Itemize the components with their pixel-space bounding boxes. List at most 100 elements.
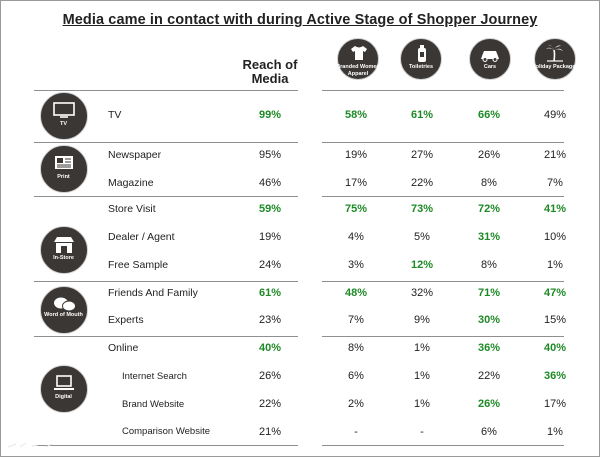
- divider: [34, 445, 298, 446]
- divider: [34, 196, 298, 197]
- reach-value: 26%: [258, 370, 282, 382]
- cell-value: 8%: [481, 177, 497, 189]
- reach-value: 59%: [258, 203, 282, 215]
- row-label-online: Online: [108, 342, 139, 354]
- column-label: Holiday Packages: [531, 64, 579, 70]
- cell-value: 27%: [410, 149, 434, 161]
- cell-value: 5%: [414, 231, 430, 243]
- row-label-dealer-agent: Dealer / Agent: [108, 231, 175, 243]
- reach-value: 40%: [258, 342, 282, 354]
- cell-value: 73%: [410, 203, 434, 215]
- cell-value: 22%: [477, 370, 501, 382]
- column-header-holiday-packages: Holiday Packages: [531, 36, 579, 90]
- group-label: Digital: [55, 394, 72, 400]
- column-header-toiletries: Toiletries: [397, 36, 445, 90]
- divider: [34, 90, 298, 91]
- reach-value: 19%: [258, 231, 282, 243]
- group-tv: TV: [40, 92, 88, 140]
- group-word-of-mouth: Word of Mouth: [40, 286, 88, 334]
- reach-value: 23%: [258, 314, 282, 326]
- column-label: Toiletries: [408, 64, 434, 70]
- cell-value: 15%: [543, 314, 567, 326]
- reach-value: 95%: [258, 149, 282, 161]
- footer-mark-icon: [7, 442, 53, 448]
- column-label: Branded Women Apparel: [336, 64, 380, 77]
- cell-value: 10%: [543, 231, 567, 243]
- row-label-magazine: Magazine: [108, 177, 154, 189]
- row-label-comparison-website: Comparison Website: [122, 426, 211, 437]
- reach-of-media-header: Reach of Media: [242, 57, 298, 86]
- cell-value: 3%: [348, 259, 364, 271]
- row-label-newspaper: Newspaper: [108, 149, 162, 161]
- cell-value: 26%: [477, 149, 501, 161]
- cell-value: 32%: [410, 287, 434, 299]
- cell-value: 4%: [348, 231, 364, 243]
- cell-value: 6%: [481, 426, 497, 438]
- divider: [322, 90, 564, 91]
- cell-value: 31%: [477, 231, 501, 243]
- cell-value: 1%: [547, 259, 563, 271]
- cell-value: 7%: [547, 177, 563, 189]
- speech-bubbles-icon: [54, 297, 76, 312]
- divider: [322, 281, 564, 282]
- group-label: Word of Mouth: [44, 312, 83, 318]
- cell-value: 8%: [481, 259, 497, 271]
- newspaper-icon: [55, 156, 73, 169]
- group-label: In-Store: [53, 255, 74, 261]
- slide-title: Media came in contact with during Active…: [62, 12, 538, 28]
- cell-value: 6%: [348, 370, 364, 382]
- cell-value: 58%: [344, 109, 368, 121]
- cell-value: 49%: [543, 109, 567, 121]
- cell-value: 8%: [348, 342, 364, 354]
- reach-value: 21%: [258, 426, 282, 438]
- cell-value: 1%: [414, 370, 430, 382]
- row-label-internet-search: Internet Search: [122, 371, 187, 382]
- reach-value: 46%: [258, 177, 282, 189]
- cell-value: -: [420, 426, 424, 438]
- reach-value: 99%: [258, 109, 282, 121]
- reach-value: 24%: [258, 259, 282, 271]
- column-header-branded-women-apparel: Branded Women Apparel: [334, 36, 382, 90]
- palm-tree-icon: [534, 38, 576, 80]
- tshirt-icon: [337, 38, 379, 80]
- cell-value: 17%: [543, 398, 567, 410]
- cell-value: 75%: [344, 203, 368, 215]
- cell-value: 61%: [410, 109, 434, 121]
- divider: [322, 445, 564, 446]
- cell-value: 40%: [543, 342, 567, 354]
- reach-value: 61%: [258, 287, 282, 299]
- reach-value: 22%: [258, 398, 282, 410]
- cell-value: 71%: [477, 287, 501, 299]
- cell-value: 17%: [344, 177, 368, 189]
- row-label-store-visit: Store Visit: [108, 203, 156, 215]
- cell-value: 47%: [543, 287, 567, 299]
- cell-value: 48%: [344, 287, 368, 299]
- cell-value: 66%: [477, 109, 501, 121]
- divider: [34, 142, 298, 143]
- divider: [322, 196, 564, 197]
- row-label-experts: Experts: [108, 314, 144, 326]
- cell-value: 30%: [477, 314, 501, 326]
- cell-value: 1%: [414, 398, 430, 410]
- cell-value: 19%: [344, 149, 368, 161]
- row-label-tv: TV: [108, 109, 122, 121]
- cell-value: 2%: [348, 398, 364, 410]
- cell-value: -: [354, 426, 358, 438]
- tv-icon: [53, 102, 75, 118]
- storefront-icon: [54, 237, 74, 253]
- cell-value: 36%: [477, 342, 501, 354]
- divider: [34, 336, 298, 337]
- cell-value: 9%: [414, 314, 430, 326]
- cell-value: 36%: [543, 370, 567, 382]
- laptop-icon: [54, 375, 74, 390]
- cell-value: 7%: [348, 314, 364, 326]
- cell-value: 1%: [414, 342, 430, 354]
- cell-value: 41%: [543, 203, 567, 215]
- bottle-icon: [400, 38, 442, 80]
- group-in-store: In-Store: [40, 226, 88, 274]
- group-print: Print: [40, 145, 88, 193]
- column-label: Cars: [483, 64, 497, 70]
- divider: [322, 142, 564, 143]
- row-label-free-sample: Free Sample: [108, 259, 169, 271]
- group-label: TV: [59, 121, 68, 127]
